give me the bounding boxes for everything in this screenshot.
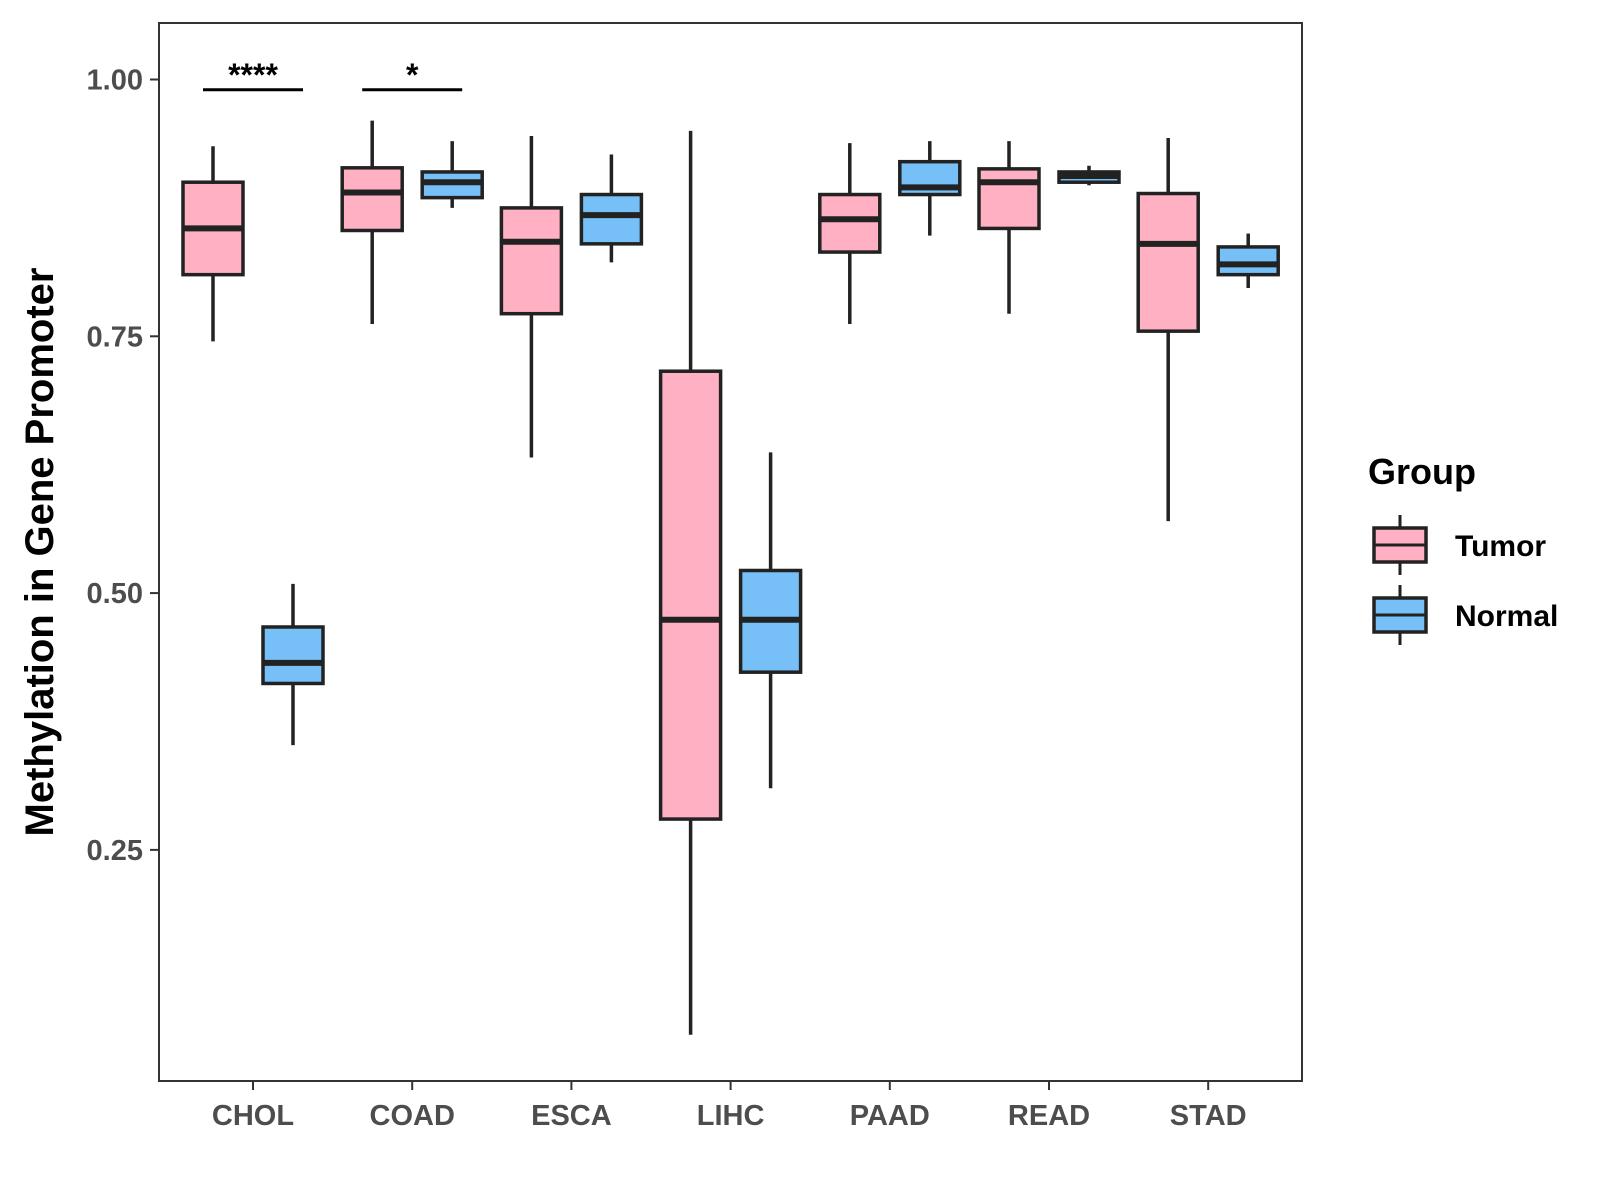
- significance-coad: *: [362, 57, 463, 93]
- x-tick-label: CHOL: [212, 1100, 294, 1132]
- series-normal: [261, 141, 1280, 789]
- series-tumor: [181, 120, 1200, 1035]
- box-esca-normal: [579, 154, 644, 263]
- box-read-normal: [1057, 165, 1121, 186]
- x-tick-label: PAAD: [850, 1100, 930, 1132]
- box-stad-normal: [1216, 233, 1280, 289]
- box-paad-normal: [898, 141, 962, 236]
- box-iqr: [1136, 191, 1200, 333]
- box-paad-tumor: [818, 143, 882, 324]
- box-iqr: [261, 625, 325, 686]
- box-chol-tumor: [181, 146, 245, 342]
- y-axis-title: Methylation in Gene Promoter: [18, 268, 62, 837]
- box-chol-normal: [261, 583, 325, 746]
- box-coad-tumor: [340, 120, 404, 324]
- x-tick-label: ESCA: [531, 1100, 612, 1132]
- box-iqr: [499, 206, 564, 316]
- x-tick-label: LIHC: [697, 1100, 765, 1132]
- box-lihc-normal: [738, 452, 803, 789]
- box-iqr: [340, 166, 404, 233]
- y-tick-label: 0.50: [87, 578, 143, 610]
- x-tick-label: READ: [1008, 1100, 1090, 1132]
- panel-border: [158, 22, 1303, 1082]
- x-axis: CHOL COAD ESCA LIHC PAAD READ STAD: [212, 1081, 1247, 1132]
- significance-chol: ****: [203, 57, 303, 93]
- significance-label: ****: [228, 57, 278, 93]
- box-iqr: [579, 192, 644, 246]
- box-lihc-tumor: [658, 130, 723, 1035]
- legend-title: Group: [1368, 451, 1476, 492]
- y-axis: 0.25 0.50 0.75 1.00: [87, 64, 159, 867]
- plot-area: **** *: [181, 57, 1280, 1035]
- legend-entry-normal: Normal: [1372, 585, 1558, 645]
- legend: Group Tumor Normal: [1368, 451, 1558, 645]
- y-tick-label: 1.00: [87, 64, 143, 96]
- legend-entry-tumor: Tumor: [1372, 515, 1546, 575]
- box-iqr: [658, 369, 723, 821]
- x-tick-label: STAD: [1170, 1100, 1247, 1132]
- box-coad-normal: [420, 141, 484, 208]
- box-read-tumor: [977, 141, 1041, 314]
- significance-label: *: [406, 57, 419, 93]
- box-iqr: [1216, 245, 1280, 277]
- box-iqr: [977, 167, 1041, 231]
- y-tick-label: 0.75: [87, 321, 143, 353]
- y-tick-label: 0.25: [87, 835, 143, 867]
- legend-label: Normal: [1455, 600, 1558, 633]
- legend-label: Tumor: [1455, 530, 1546, 563]
- x-tick-label: COAD: [370, 1100, 455, 1132]
- box-iqr: [818, 192, 882, 254]
- box-esca-tumor: [499, 135, 564, 458]
- box-stad-tumor: [1136, 138, 1200, 522]
